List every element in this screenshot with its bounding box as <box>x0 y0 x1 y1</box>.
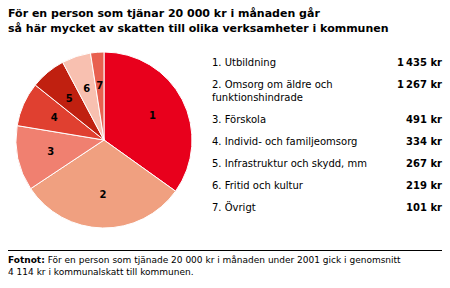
html-text:7. Övrigt: 7. Övrigt <box>212 202 256 213</box>
html-text:2. Omsorg om äldre och funktio: 2. Omsorg om äldre och funktionshindrade <box>212 79 333 103</box>
html-text:1 267 kr: 1 267 kr <box>397 79 442 90</box>
html-text:267 kr: 267 kr <box>406 158 442 169</box>
html-text:101 kr: 101 kr <box>406 202 442 213</box>
svg-text:6: 6 <box>83 83 90 94</box>
html-text:så här mycket av skatten till: så här mycket av skatten till olika verk… <box>8 22 389 35</box>
svg-text:4: 4 <box>51 112 58 123</box>
html-text:491 kr: 491 kr <box>406 114 442 125</box>
svg-text:1: 1 <box>149 110 156 121</box>
html-text:219 kr: 219 kr <box>406 180 442 191</box>
html-text:4. Individ- och familjeomsorg: 4. Individ- och familjeomsorg <box>212 136 358 147</box>
html-text:6. Fritid och kultur: 6. Fritid och kultur <box>212 180 303 191</box>
html-text:334 kr: 334 kr <box>406 136 442 147</box>
html-text:1 435 kr: 1 435 kr <box>397 57 442 68</box>
svg-text:2: 2 <box>100 189 107 200</box>
html-text:3. Förskola: 3. Förskola <box>212 114 266 125</box>
html-text:Fotnot: För en person som tjän: Fotnot: För en person som tjänade 20 000… <box>8 255 401 277</box>
html-text:5. Infrastruktur och skydd, mm: 5. Infrastruktur och skydd, mm <box>212 158 367 169</box>
html-text:1. Utbildning: 1. Utbildning <box>212 57 276 68</box>
svg-text:7: 7 <box>96 80 103 91</box>
svg-text:3: 3 <box>47 146 54 157</box>
html-text:För en person som tjänar 20 00: För en person som tjänar 20 000 kr i mån… <box>8 7 320 20</box>
svg-text:5: 5 <box>66 93 73 104</box>
